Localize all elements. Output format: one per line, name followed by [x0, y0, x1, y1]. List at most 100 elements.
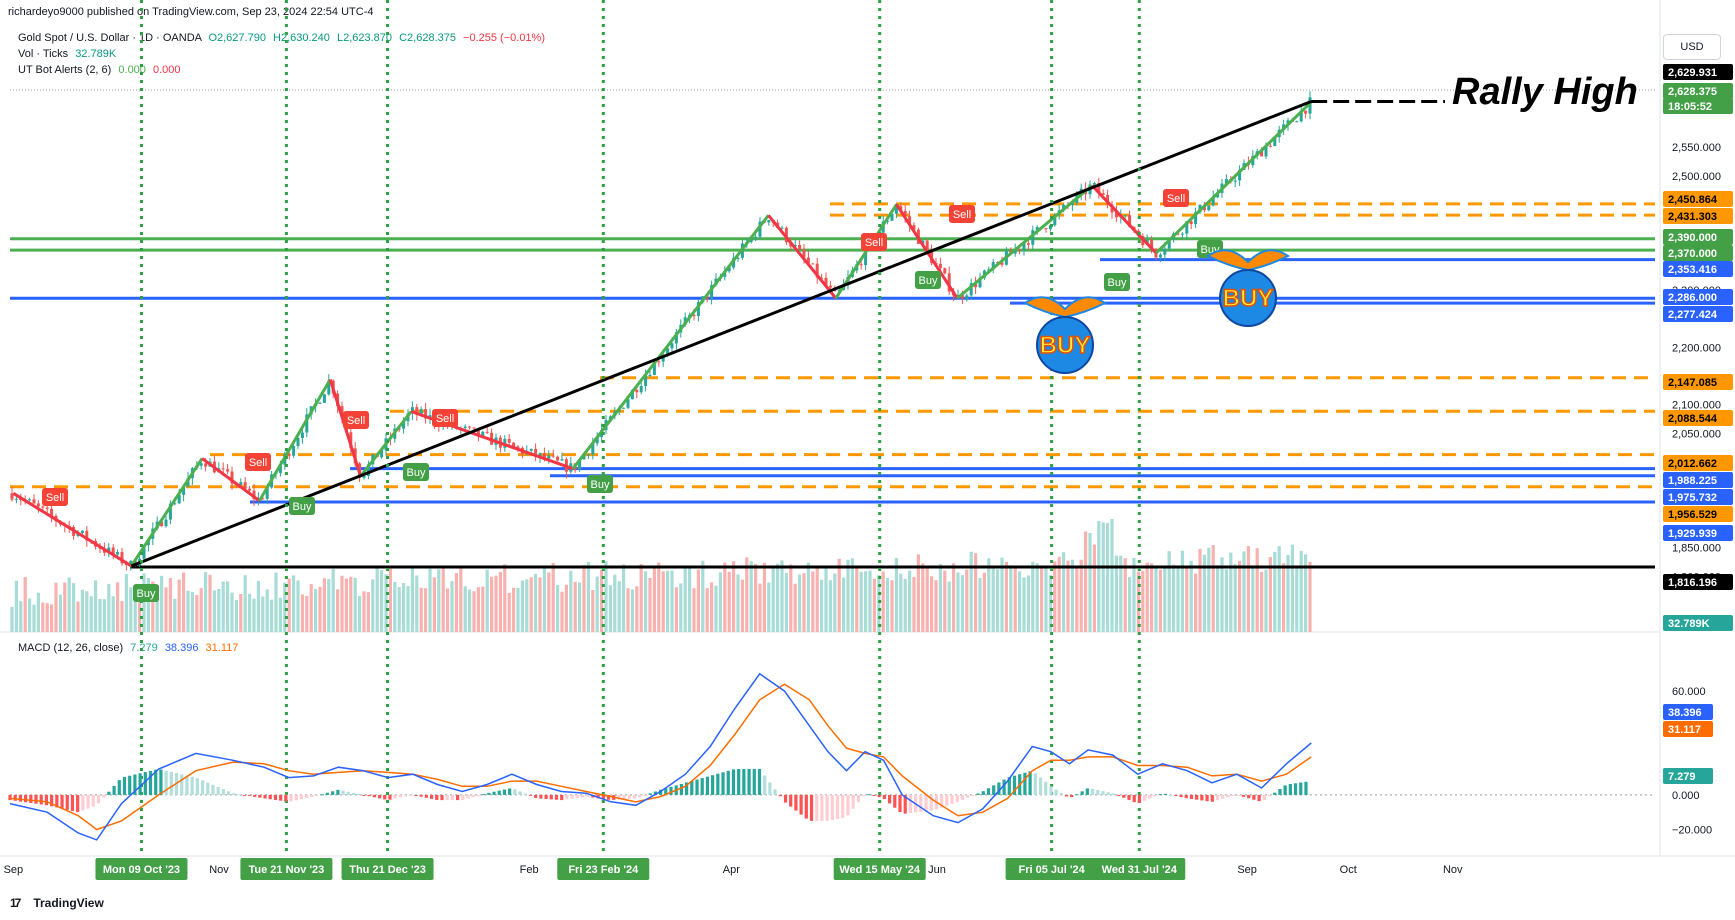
- volume-bar: [538, 577, 542, 632]
- volume-bar: [283, 582, 287, 632]
- macd-histogram-bar: [945, 794, 949, 806]
- buy-signal: [1104, 273, 1130, 291]
- candle-body: [327, 380, 331, 395]
- volume-bar: [362, 591, 366, 632]
- price-tag-label: 1,956.529: [1668, 509, 1717, 521]
- candle-body: [204, 463, 208, 467]
- macd-histogram-bar: [107, 791, 111, 795]
- x-tick-label: Sep: [4, 864, 24, 876]
- candle-body: [111, 547, 115, 555]
- volume-bar: [864, 571, 868, 632]
- macd-label[interactable]: MACD (12, 26, close): [18, 642, 124, 654]
- macd-histogram-bar: [950, 794, 954, 804]
- volume-bar: [1053, 561, 1057, 632]
- price-tag: [1663, 191, 1733, 207]
- macd-histogram-bar: [435, 794, 439, 800]
- price-tag-label: 2,277.424: [1668, 309, 1718, 321]
- macd-histogram-bar: [65, 794, 69, 810]
- candle-body: [894, 206, 898, 214]
- price-tag: [1663, 455, 1733, 471]
- macd-histogram-bar: [96, 794, 101, 804]
- macd-histogram-bar: [143, 772, 147, 795]
- volume-bar: [305, 595, 309, 632]
- symbol-name[interactable]: Gold Spot / U.S. Dollar · 1D · OANDA: [18, 32, 202, 44]
- macd-histogram-bar: [1158, 794, 1162, 796]
- volume-bar: [1295, 565, 1299, 632]
- tradingview-logo[interactable]: 17 TradingView: [10, 896, 104, 910]
- volume-bar: [50, 604, 54, 632]
- macd-histogram-bar: [133, 774, 137, 795]
- volume-bar: [696, 569, 700, 632]
- swing-segment: [767, 214, 838, 300]
- candle-body: [767, 220, 771, 223]
- volume-bar: [1207, 547, 1211, 632]
- macd-histogram-bar: [1195, 794, 1199, 800]
- candle-body: [824, 277, 828, 286]
- macd-histogram-bar: [731, 769, 736, 795]
- candle-body: [960, 294, 964, 299]
- volume-bar: [1308, 561, 1312, 632]
- macd-histogram-bar: [1184, 794, 1188, 799]
- volume-bar: [1273, 551, 1277, 632]
- currency-button[interactable]: USD: [1663, 34, 1721, 60]
- candle-body: [516, 446, 520, 448]
- macd-histogram-bar: [1278, 789, 1282, 795]
- volume-bar: [1167, 551, 1171, 632]
- candle-body: [36, 503, 40, 507]
- volume-bar: [626, 588, 630, 632]
- volume-bar: [322, 578, 326, 632]
- candle-body: [1207, 205, 1211, 211]
- volume-bar: [723, 562, 727, 632]
- volume-bar: [1009, 565, 1013, 632]
- macd-histogram-bar: [294, 794, 298, 801]
- volume-bar: [494, 575, 498, 632]
- buy-signal: [403, 463, 429, 481]
- volume-bar: [1040, 565, 1044, 632]
- volume-bar: [622, 564, 626, 632]
- volume-bar: [732, 561, 736, 632]
- volume-bar: [1075, 566, 1079, 632]
- volume-bar: [767, 582, 771, 632]
- volume-bar: [648, 577, 652, 632]
- volume-bar: [129, 587, 133, 632]
- volume-bar: [309, 584, 313, 632]
- candle-body: [661, 354, 665, 362]
- macd-histogram-bar: [711, 775, 715, 795]
- candle-body: [1167, 239, 1171, 249]
- y-tick-label: 1,850.000: [1672, 543, 1721, 555]
- volume-bar: [336, 589, 340, 632]
- macd-histogram-bar: [91, 794, 95, 807]
- candle-body: [164, 519, 168, 527]
- utbot-label[interactable]: UT Bot Alerts (2, 6): [18, 64, 112, 76]
- volume-bar: [160, 575, 164, 632]
- rising-trend-line: [130, 100, 1312, 568]
- volume-bar: [349, 576, 353, 632]
- volume-bar: [925, 567, 929, 632]
- volume-bar: [982, 572, 986, 632]
- candle-body: [50, 508, 54, 516]
- volume-label[interactable]: Vol · Ticks: [18, 48, 69, 60]
- macd-histogram-bar: [284, 794, 288, 802]
- macd-legend: MACD (12, 26, close) 7.279 38.396 31.117: [18, 642, 238, 654]
- macd-histogram-bar: [690, 781, 694, 795]
- volume-bar: [745, 557, 749, 632]
- macd-histogram-bar: [903, 794, 907, 814]
- macd-value-tag-label: 7.279: [1668, 771, 1696, 783]
- macd-histogram-bar: [856, 794, 860, 802]
- macd-histogram-bar: [8, 794, 12, 801]
- macd-histogram-bar: [508, 788, 512, 795]
- volume-bar: [1145, 562, 1149, 632]
- volume-bar: [239, 593, 243, 632]
- date-marker-label: Fri 05 Jul '24: [1018, 864, 1085, 876]
- volume-bar: [1211, 545, 1215, 632]
- candle-body: [534, 448, 538, 457]
- volume-bar: [230, 592, 234, 632]
- candle-body: [652, 361, 656, 375]
- volume-bar: [1180, 550, 1184, 632]
- volume-bar: [930, 576, 934, 632]
- volume-bar: [1150, 563, 1154, 632]
- macd-histogram-bar: [1262, 794, 1266, 800]
- candle-body: [657, 361, 661, 363]
- volume-bar: [1132, 558, 1136, 632]
